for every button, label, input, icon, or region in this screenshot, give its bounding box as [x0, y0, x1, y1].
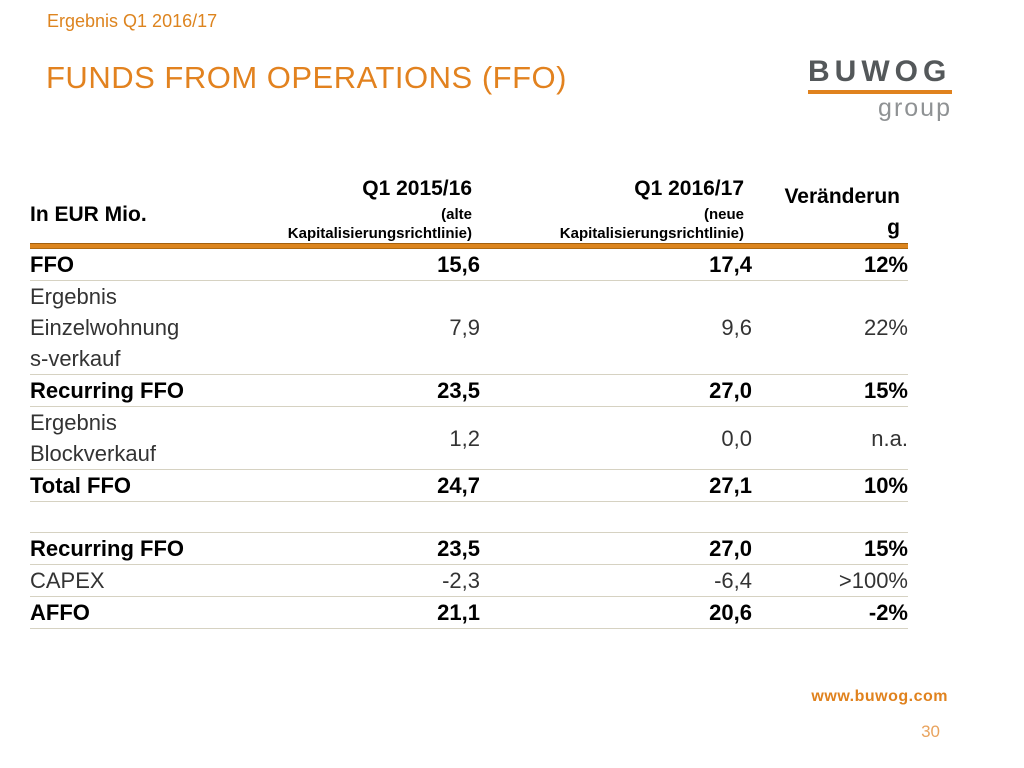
unit-label: In EUR Mio.: [30, 203, 147, 226]
row-label: [30, 501, 250, 533]
logo-subtitle: group: [878, 94, 952, 122]
col-title-q1-2016-17: Q1 2016/17: [634, 177, 744, 200]
value-q1-1516: -2,3: [250, 564, 480, 597]
table-row-recurring-ffo: Recurring FFO 23,5 27,0 15%: [30, 374, 908, 407]
page-number: 30: [921, 722, 940, 741]
value-q1-1617: 9,6: [480, 280, 752, 375]
value-q1-1516: 23,5: [250, 532, 480, 565]
row-label: Ergebnis Blockverkauf: [30, 406, 250, 470]
row-label: Recurring FFO: [30, 532, 250, 565]
table-row-blockverkauf: Ergebnis Blockverkauf 1,2 0,0 n.a.: [30, 406, 908, 470]
row-label: Ergebnis Einzelwohnung s-verkauf: [30, 280, 250, 375]
value-q1-1516: 1,2: [250, 406, 480, 470]
value-change: n.a.: [752, 406, 908, 470]
col-header-q1-2015-16: Q1 2015/16 (alte Kapitalisierungsrichtli…: [250, 176, 480, 243]
row-label: CAPEX: [30, 564, 250, 597]
buwog-logo: BUWOG group: [808, 55, 952, 122]
table-header: In EUR Mio. Q1 2015/16 (alte Kapitalisie…: [30, 165, 908, 243]
table-row-recurring-ffo-2: Recurring FFO 23,5 27,0 15%: [30, 532, 908, 565]
value-q1-1516: 24,7: [250, 469, 480, 502]
value-q1-1516: 15,6: [250, 249, 480, 281]
col-header-q1-2016-17: Q1 2016/17 (neue Kapitalisierungsrichtli…: [480, 176, 752, 243]
value-change: -2%: [752, 596, 908, 629]
col-subtitle-q1-2016-17: (neue Kapitalisierungsrichtlinie): [559, 206, 744, 242]
logo-underline: [808, 90, 952, 94]
value-change: 10%: [752, 469, 908, 502]
header-rule: [30, 243, 908, 249]
value-change: 22%: [752, 280, 908, 375]
table-row-capex: CAPEX -2,3 -6,4 >100%: [30, 564, 908, 597]
value-change: 12%: [752, 249, 908, 281]
value-q1-1617: 27,1: [480, 469, 752, 502]
value-q1-1617: 27,0: [480, 374, 752, 407]
table-row-total-ffo: Total FFO 24,7 27,1 10%: [30, 469, 908, 502]
value-q1-1617: 20,6: [480, 596, 752, 629]
value-q1-1617: -6,4: [480, 564, 752, 597]
row-label: Recurring FFO: [30, 374, 250, 407]
col-title-q1-2015-16: Q1 2015/16: [362, 177, 472, 200]
website-link[interactable]: www.buwog.com: [811, 688, 948, 705]
table-row-einzelwohnungsverkauf: Ergebnis Einzelwohnung s-verkauf 7,9 9,6…: [30, 280, 908, 375]
page-title: FUNDS FROM OPERATIONS (FFO): [46, 60, 567, 95]
table-row-affo: AFFO 21,1 20,6 -2%: [30, 596, 908, 629]
value-q1-1617: 27,0: [480, 532, 752, 565]
table-row-ffo: FFO 15,6 17,4 12%: [30, 249, 908, 281]
ffo-table: In EUR Mio. Q1 2015/16 (alte Kapitalisie…: [30, 165, 908, 629]
row-label: AFFO: [30, 596, 250, 629]
slide-eyebrow: Ergebnis Q1 2016/17: [47, 11, 218, 31]
row-label: FFO: [30, 249, 250, 281]
col-subtitle-q1-2015-16: (alte Kapitalisierungsrichtlinie): [287, 206, 472, 242]
table-spacer-row: [30, 501, 908, 533]
value-change: 15%: [752, 532, 908, 565]
col-header-change: Veränderun g: [784, 185, 900, 239]
value-q1-1516: 23,5: [250, 374, 480, 407]
value-q1-1617: 0,0: [480, 406, 752, 470]
logo-wordmark: BUWOG: [808, 55, 952, 88]
value-q1-1516: 21,1: [250, 596, 480, 629]
value-q1-1516: 7,9: [250, 280, 480, 375]
value-change: 15%: [752, 374, 908, 407]
value-q1-1617: 17,4: [480, 249, 752, 281]
value-change: >100%: [752, 564, 908, 597]
data-table: FFO 15,6 17,4 12% Ergebnis Einzelwohnung…: [30, 249, 908, 629]
row-label: Total FFO: [30, 469, 250, 502]
